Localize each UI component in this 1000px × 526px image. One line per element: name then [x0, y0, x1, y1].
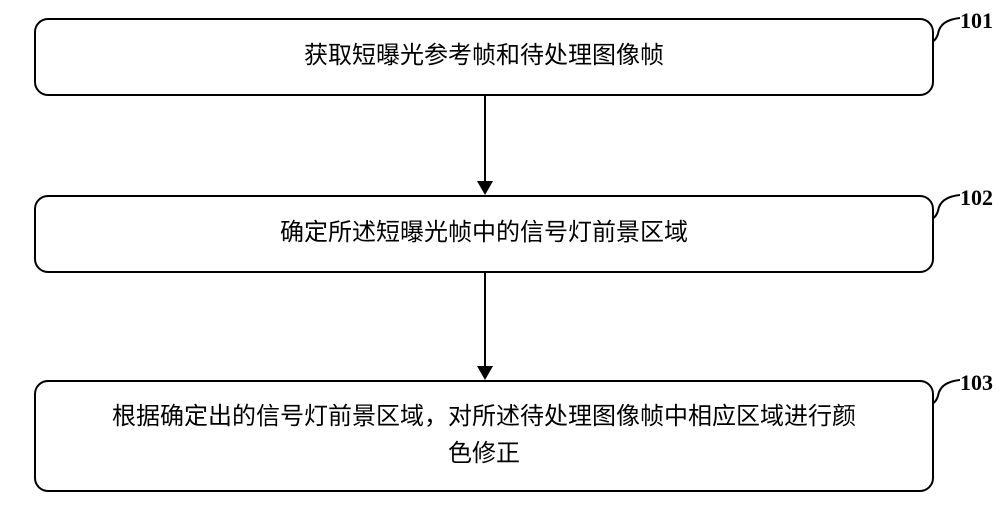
flow-step-101: 获取短曝光参考帧和待处理图像帧	[34, 18, 934, 96]
flow-step-label: 102	[960, 185, 993, 211]
flow-step-text: 根据确定出的信号灯前景区域，对所述待处理图像帧中相应区域进行颜 色修正	[112, 399, 856, 473]
flow-step-102: 确定所述短曝光帧中的信号灯前景区域	[34, 195, 934, 273]
flow-step-text: 确定所述短曝光帧中的信号灯前景区域	[280, 215, 688, 252]
flow-step-text: 获取短曝光参考帧和待处理图像帧	[304, 38, 664, 75]
flow-step-label: 101	[960, 8, 993, 34]
flowchart-canvas: 获取短曝光参考帧和待处理图像帧 101 确定所述短曝光帧中的信号灯前景区域 102 根据…	[0, 0, 1000, 526]
flow-step-label: 103	[960, 370, 993, 396]
flow-step-103: 根据确定出的信号灯前景区域，对所述待处理图像帧中相应区域进行颜 色修正	[34, 380, 934, 492]
